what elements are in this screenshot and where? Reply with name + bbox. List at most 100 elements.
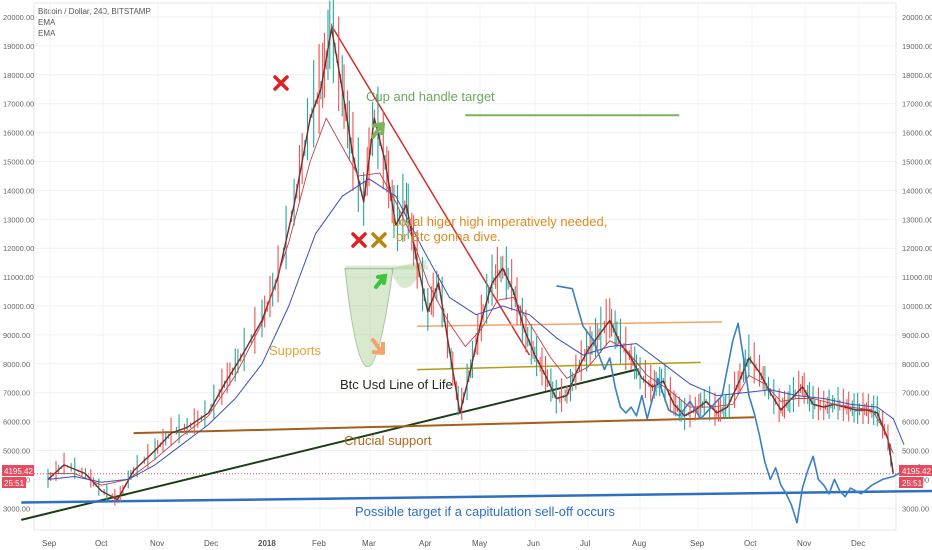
arrow-head (371, 342, 385, 355)
markers (273, 75, 388, 355)
y-tick-left: 14000.00 (3, 186, 34, 195)
annotation-local-high-2: or Btc gonna dive. (396, 229, 501, 244)
x-tick-label: Jul (580, 539, 590, 548)
chart-legend: Bitcoin / Dollar, 240, BITSTAMP EMA EMA (38, 6, 151, 39)
orange-arrow-icon (371, 338, 385, 355)
y-tick-right: 11000.00 (902, 273, 932, 282)
y-tick-right: 10000.00 (902, 302, 932, 311)
y-tick-right: 6000.00 (902, 418, 929, 427)
x-tick-label: Dec (851, 539, 865, 548)
y-tick-right: 7000.00 (902, 389, 929, 398)
chart-title: Bitcoin / Dollar, 240, BITSTAMP (38, 7, 151, 16)
trendline-3 (21, 489, 932, 504)
cup-rim (344, 265, 428, 270)
y-tick-right: 20000.00 (902, 13, 932, 22)
y-tick-right: 17000.00 (902, 100, 932, 109)
y-tick-left: 11000.00 (3, 273, 34, 282)
red-cross-marker-mid (351, 232, 367, 248)
projection-line (556, 285, 921, 524)
y-tick-right: 12000.00 (902, 244, 932, 253)
x-tick-label: Sep (42, 539, 57, 548)
y-tick-left: 5000.00 (3, 447, 30, 456)
orange-cross-marker (371, 232, 387, 248)
x-tick-label: Nov (797, 539, 811, 548)
x-tick-label: Oct (744, 539, 757, 548)
y-tick-left: 15000.00 (3, 158, 34, 167)
x-tick-label: Sep (690, 539, 705, 548)
right-price-label: 4195.42 (902, 467, 931, 476)
chart-grid: 20000.00 20000.00 19000.00 19000.00 18000.00… (3, 2, 932, 548)
y-tick-right: 16000.00 (902, 129, 932, 138)
red-cross-marker-high (273, 75, 289, 91)
y-tick-left: 13000.00 (3, 215, 34, 224)
trendline-5 (417, 321, 723, 327)
y-tick-right: 8000.00 (902, 360, 929, 369)
trendline-4 (417, 361, 701, 371)
x-tick-label: Apr (419, 539, 432, 548)
green-small-arrow-icon (374, 273, 388, 289)
cross-stroke (273, 75, 289, 91)
y-tick-right: 13000.00 (902, 215, 932, 224)
cup-shape (344, 267, 394, 367)
indicator-ema-2: EMA (38, 29, 56, 38)
annotation-supports: Supports (269, 343, 322, 358)
trendline-1 (21, 368, 637, 521)
plot-frame (33, 2, 897, 531)
arrow-head (371, 122, 385, 136)
y-tick-right: 3000.00 (902, 504, 929, 513)
y-tick-left: 7000.00 (3, 389, 30, 398)
y-tick-left: 8000.00 (3, 360, 30, 369)
annotation-crucial-support: Crucial support (344, 433, 432, 448)
x-tick-label: Feb (312, 539, 326, 548)
y-tick-left: 10000.00 (3, 302, 34, 311)
indicator-ema-1: EMA (38, 18, 56, 27)
ema-fast-line (48, 117, 894, 486)
x-tick-label: Mar (362, 539, 376, 548)
x-tick-label: May (472, 539, 487, 548)
annotation-cup-target: Cup and handle target (366, 89, 495, 104)
arrow-shaft (371, 124, 383, 139)
y-tick-left: 9000.00 (3, 331, 30, 340)
price-series-line (47, 27, 894, 501)
y-tick-left: 20000.00 (3, 13, 34, 22)
price-series (47, 0, 921, 524)
y-tick-right: 5000.00 (902, 447, 929, 456)
trendline-0 (330, 25, 531, 356)
x-tick-label: Aug (632, 539, 646, 548)
y-tick-left: 19000.00 (3, 42, 34, 51)
x-tick-label: Oct (95, 539, 108, 548)
candles (47, 0, 893, 506)
annotation-local-high-1: Local higer high imperatively needed, (392, 214, 607, 229)
arrow-shape (374, 273, 388, 289)
green-arrow-icon (371, 122, 385, 139)
arrow-shaft (371, 338, 383, 353)
y-tick-right: 18000.00 (902, 71, 932, 80)
cross-stroke (371, 232, 387, 248)
y-tick-left: 12000.00 (3, 244, 34, 253)
x-tick-label: Nov (150, 539, 164, 548)
right-price-tag: 4195.42 25:51 (899, 465, 932, 488)
annotation-capitulation: Possible target if a capitulation sell-o… (355, 504, 615, 519)
trendlines (21, 25, 932, 521)
cross-stroke (351, 232, 367, 248)
right-timer-label: 25:51 (902, 479, 923, 488)
y-tick-right: 9000.00 (902, 331, 929, 340)
y-tick-right: 14000.00 (902, 186, 932, 195)
y-tick-left: 6000.00 (3, 418, 30, 427)
x-tick-label: Dec (204, 539, 218, 548)
y-tick-left: 3000.00 (3, 504, 30, 513)
y-tick-left: 16000.00 (3, 129, 34, 138)
ema-slow-line (47, 178, 905, 483)
x-tick-label: 2018 (258, 539, 276, 548)
left-price-tag: 4195.42 25:51 (2, 465, 34, 488)
trendline-2 (133, 416, 755, 435)
y-tick-right: 19000.00 (902, 42, 932, 51)
y-tick-left: 17000.00 (3, 100, 34, 109)
annotation-line-of-life: Btc Usd Line of Life (340, 377, 453, 392)
x-tick-label: Jun (527, 539, 540, 548)
left-price-label: 4195.42 (4, 467, 33, 476)
left-timer-label: 25:51 (4, 479, 25, 488)
y-tick-right: 15000.00 (902, 158, 932, 167)
y-tick-left: 18000.00 (3, 71, 34, 80)
